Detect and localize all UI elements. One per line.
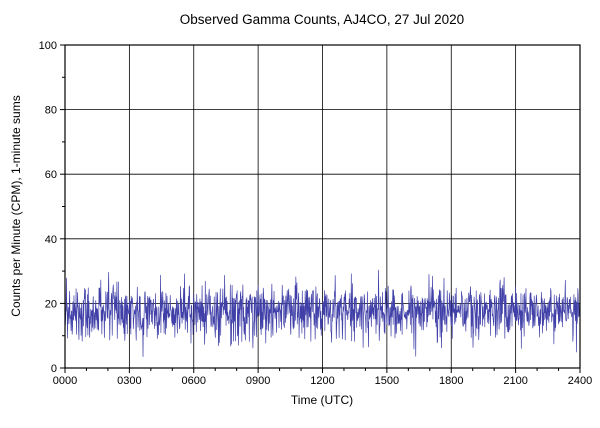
x-tick-label: 0300: [117, 375, 141, 387]
x-tick-label: 1200: [310, 375, 334, 387]
x-tick-label: 1800: [439, 375, 463, 387]
y-tick-label: 40: [45, 234, 57, 246]
plot-border: [64, 44, 581, 369]
tick-labels: 0000 0300 0600 0900 1200 1500 1800 2100 2400 0 20 4…: [39, 40, 593, 387]
y-tick-label: 80: [45, 105, 57, 117]
x-axis-title: Time (UTC): [291, 393, 353, 407]
x-tick-label: 1500: [375, 375, 399, 387]
y-axis-title: Counts per Minute (CPM), 1-minute sums: [9, 95, 23, 316]
y-tick-label: 60: [45, 169, 57, 181]
y-tick-label: 20: [45, 298, 57, 310]
x-tick-label: 2400: [568, 375, 592, 387]
grid-lines: [65, 45, 580, 368]
x-tick-label: 0000: [53, 375, 77, 387]
y-tick-label: 0: [51, 363, 57, 375]
y-tick-label: 100: [39, 40, 57, 52]
x-tick-label: 0600: [182, 375, 206, 387]
chart-title: Observed Gamma Counts, AJ4CO, 27 Jul 202…: [180, 12, 464, 27]
gamma-counts-trace: [64, 269, 581, 357]
data-series-line: [64, 269, 581, 357]
x-tick-label: 2100: [503, 375, 527, 387]
x-tick-label: 0900: [246, 375, 270, 387]
